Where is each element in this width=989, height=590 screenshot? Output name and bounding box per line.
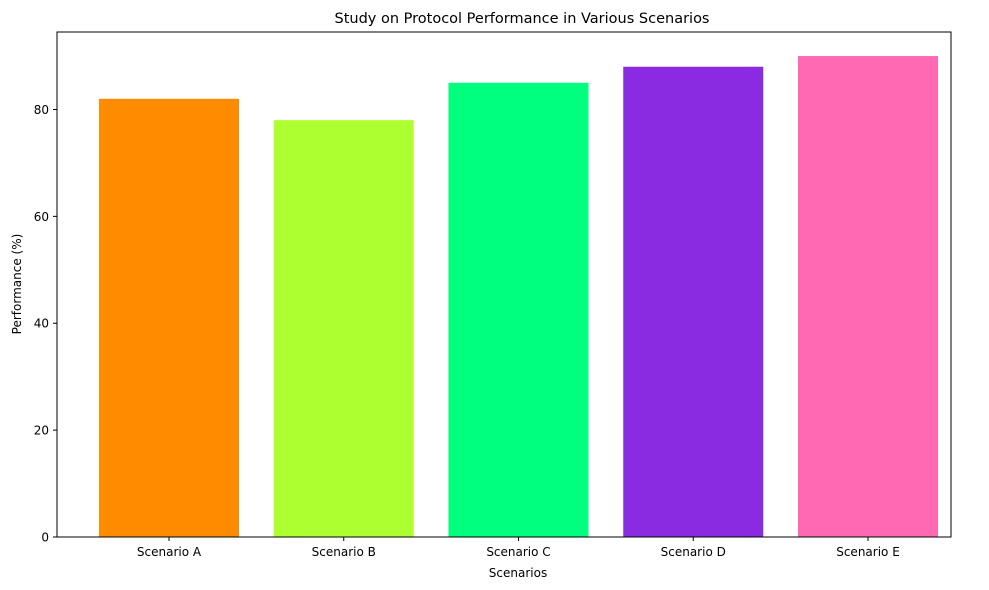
plot-frame bbox=[56, 31, 952, 538]
y-axis-label: Performance (%) bbox=[10, 234, 24, 335]
x-axis-ticks: Scenario A Scenario B Scenario C Scenario D… bbox=[137, 537, 900, 559]
x-tick-label: Scenario D bbox=[661, 545, 726, 559]
bars-layer bbox=[99, 56, 938, 538]
y-tick-label: 20 bbox=[34, 424, 49, 438]
x-tick-label: Scenario E bbox=[836, 545, 900, 559]
x-axis-label: Scenarios bbox=[489, 566, 547, 580]
x-tick-label: Scenario B bbox=[312, 545, 376, 559]
y-tick-label: 40 bbox=[34, 317, 49, 331]
bar-scenario-c bbox=[448, 82, 589, 538]
bar-scenario-a bbox=[99, 98, 239, 538]
x-tick-label: Scenario A bbox=[137, 545, 202, 559]
bar-scenario-b bbox=[273, 120, 414, 538]
y-tick-label: 80 bbox=[34, 103, 49, 117]
x-tick-label: Scenario C bbox=[486, 545, 550, 559]
bar-scenario-d bbox=[623, 66, 764, 538]
y-tick-label: 60 bbox=[34, 210, 49, 224]
bar-scenario-e bbox=[798, 56, 938, 538]
chart-title: Study on Protocol Performance in Various… bbox=[335, 11, 710, 27]
y-axis-ticks: 0 20 40 60 80 bbox=[34, 103, 57, 545]
y-tick-label: 0 bbox=[41, 531, 49, 545]
